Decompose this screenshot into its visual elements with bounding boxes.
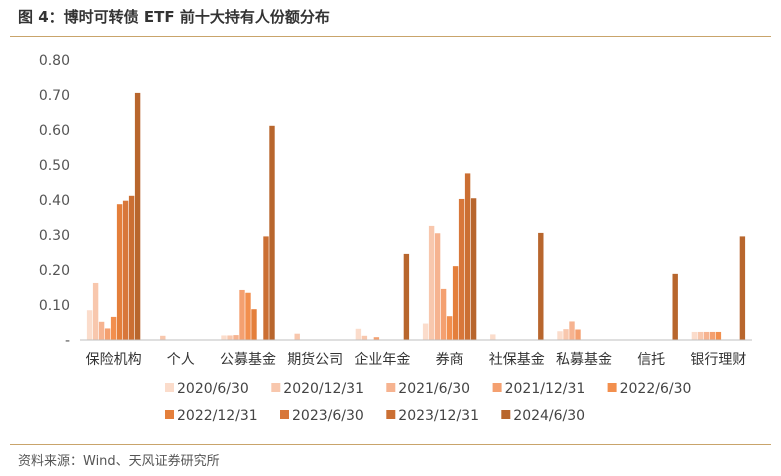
bar xyxy=(563,329,569,340)
x-category-label: 私募基金 xyxy=(556,351,612,368)
bar xyxy=(269,125,275,340)
x-category-label: 银行理财 xyxy=(690,352,746,368)
legend-swatch xyxy=(280,410,289,419)
bar xyxy=(464,173,471,340)
bar xyxy=(403,253,410,340)
x-category-label: 保险机构 xyxy=(86,352,142,368)
bar xyxy=(233,335,239,340)
bar xyxy=(739,236,746,340)
y-tick-label: 0.60 xyxy=(39,123,70,139)
y-tick-label: 0.50 xyxy=(39,158,70,174)
bar xyxy=(373,337,380,340)
y-tick-label: 0.70 xyxy=(39,88,70,104)
y-tick-label: 0.40 xyxy=(39,193,70,209)
y-tick-label: 0.20 xyxy=(39,263,70,279)
x-category-label: 企业年金 xyxy=(354,351,410,368)
bar xyxy=(110,316,117,340)
bar xyxy=(160,335,166,340)
bar xyxy=(709,331,716,340)
y-axis-ticks: - 0.10 0.20 0.30 0.40 0.50 0.60 0.70 0.80 xyxy=(39,53,70,349)
top-rule xyxy=(10,36,771,37)
legend-swatch xyxy=(607,383,617,392)
bar xyxy=(116,204,123,340)
legend-label: 2023/6/30 xyxy=(292,408,364,424)
bar xyxy=(715,331,722,340)
legend-swatch xyxy=(271,383,281,392)
source-note: 资料来源：Wind、天风证券研究所 xyxy=(18,454,220,469)
y-tick-label: 0.80 xyxy=(39,53,70,69)
legend-swatch xyxy=(165,410,174,419)
legend-swatch xyxy=(501,410,511,419)
bar xyxy=(458,198,465,340)
x-category-label: 个人 xyxy=(167,352,195,368)
bar xyxy=(697,331,704,340)
legend-label: 2023/12/31 xyxy=(398,408,479,424)
bar xyxy=(422,323,429,340)
legend-label: 2020/6/30 xyxy=(177,381,249,397)
bar xyxy=(452,266,459,340)
x-category-label: 期货公司 xyxy=(287,351,343,368)
legend-label: 2021/12/31 xyxy=(505,381,586,397)
bar xyxy=(470,198,477,340)
y-tick-label: 0.10 xyxy=(39,298,70,314)
bar xyxy=(355,328,362,340)
legend-swatch xyxy=(165,383,174,392)
bar xyxy=(361,335,368,340)
bar xyxy=(263,236,269,340)
bar xyxy=(490,334,496,340)
legend-label: 2022/12/31 xyxy=(177,408,258,424)
bar xyxy=(538,232,544,340)
bars xyxy=(86,92,746,341)
bar xyxy=(434,233,441,340)
x-category-label: 公募基金 xyxy=(220,351,276,368)
bar xyxy=(221,335,227,340)
bar xyxy=(122,200,129,340)
x-category-label: 券商 xyxy=(436,352,464,368)
bar xyxy=(557,331,563,340)
bar xyxy=(446,316,453,340)
bar xyxy=(86,310,93,340)
x-axis-categories: 保险机构 个人 公募基金 期货公司 企业年金 券商 社保基金 私募基金 信托 银行理财 xyxy=(86,351,747,368)
bar xyxy=(92,282,99,340)
figure-title: 图 4：博时可转债 ETF 前十大持有人份额分布 xyxy=(18,8,330,26)
bar xyxy=(672,273,678,340)
bar xyxy=(104,328,111,340)
bar xyxy=(134,92,141,341)
legend-swatch xyxy=(386,410,396,419)
legend-swatch xyxy=(492,383,502,392)
bar xyxy=(569,321,575,340)
bar xyxy=(575,329,581,340)
x-category-label: 信托 xyxy=(637,352,665,368)
x-category-label: 社保基金 xyxy=(489,351,545,368)
legend-label: 2024/6/30 xyxy=(513,408,585,424)
y-tick-label: - xyxy=(65,333,70,349)
y-tick-label: 0.30 xyxy=(39,228,70,244)
legend-swatch xyxy=(386,383,396,392)
bar-chart: - 0.10 0.20 0.30 0.40 0.50 0.60 0.70 0.80 保险机构 个人… xyxy=(39,53,752,424)
legend-label: 2020/12/31 xyxy=(283,381,364,397)
legend: 2020/6/30 2020/12/31 2021/6/30 2021/12/31 20… xyxy=(165,381,691,424)
bar xyxy=(251,309,257,340)
bottom-rule xyxy=(10,444,771,445)
bar xyxy=(294,333,300,340)
bar xyxy=(691,331,698,340)
bar xyxy=(227,335,233,340)
bar xyxy=(428,225,435,340)
bar xyxy=(703,331,710,340)
bar xyxy=(440,288,447,340)
legend-label: 2021/6/30 xyxy=(398,381,470,397)
bar xyxy=(98,321,105,340)
bar xyxy=(245,292,251,340)
bar xyxy=(239,289,245,340)
bar xyxy=(128,195,135,340)
legend-label: 2022/6/30 xyxy=(620,381,692,397)
